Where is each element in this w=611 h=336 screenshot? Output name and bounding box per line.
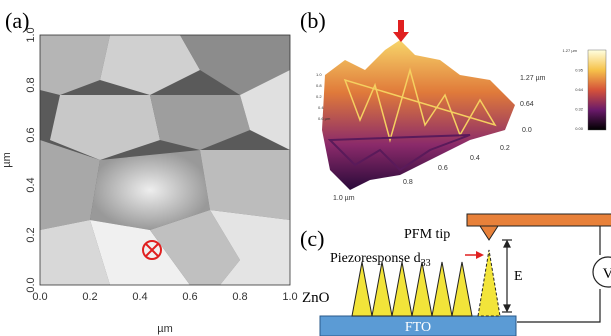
highlight-arrow	[393, 20, 409, 42]
y-tick-label: 0.2	[25, 227, 37, 242]
left-axis-label: 1.0	[316, 72, 322, 77]
x-tick-label: 0.6	[182, 291, 197, 303]
x-tick-label: 0.2	[82, 291, 97, 303]
surface-3d	[322, 40, 515, 190]
piezoresponse-text: Piezoresponse d	[330, 251, 421, 266]
y-tick-label: 0.6	[25, 127, 37, 142]
front-axis-label: 0.8	[403, 179, 413, 186]
x-tick-label: 0.8	[232, 291, 247, 303]
x-tick-label: 0.4	[132, 291, 147, 303]
panel-label: (c)	[300, 226, 324, 251]
y-tick-label: 0.4	[25, 177, 37, 192]
circuit	[517, 226, 611, 322]
tip-label: PFM tip	[404, 227, 450, 242]
field-arrow	[502, 240, 512, 312]
z-axis-label: 1.27 µm	[520, 75, 546, 82]
y-tick-label: 0.8	[25, 77, 37, 92]
colorbar	[588, 50, 606, 130]
z-axis-label: 0.0	[522, 127, 532, 134]
y-axis-label: µm	[1, 152, 13, 168]
x-tick-label: 1.0	[282, 291, 297, 303]
piezoresponse-label: Piezoresponse d33	[330, 251, 431, 269]
substrate-label: FTO	[405, 320, 431, 335]
z-axis-label: 0.64	[520, 101, 534, 108]
front-axis-label: 0.4	[470, 155, 480, 162]
left-axis-label: 0.6 µm	[318, 116, 331, 121]
y-tick-label: 1.0	[25, 27, 37, 42]
pfm-tip	[480, 226, 498, 240]
afm-image	[40, 35, 290, 285]
cantilever	[467, 214, 611, 226]
left-axis-label: 0.4	[318, 105, 324, 110]
zno-label: ZnO	[302, 290, 330, 306]
voltage-label: V	[603, 266, 611, 282]
front-axis-label: 0.6	[438, 165, 448, 172]
colorbar-label: 1.27 µm	[562, 48, 577, 53]
field-label: E	[514, 269, 523, 284]
piezoresponse-subscript: 33	[421, 258, 431, 269]
colorbar-label: 0.32	[575, 107, 584, 112]
x-axis-label: µm	[157, 323, 173, 335]
y-tick-label: 0.0	[25, 277, 37, 292]
colorbar-label: 0.00	[575, 126, 584, 131]
left-axis-label: 0.8	[316, 83, 322, 88]
panel-label: (b)	[300, 8, 326, 33]
figure: (a) 0.00.20.40.60.81.00.00.20.40.60.81.0…	[0, 0, 611, 336]
left-axis-label: 0.2	[316, 94, 322, 99]
piezoresponse-arrow	[465, 251, 484, 259]
colorbar-label: 0.64	[575, 87, 584, 92]
front-axis-label: 1.0 µm	[333, 195, 355, 202]
front-axis-label: 0.2	[500, 145, 510, 152]
colorbar-label: 0.95	[575, 68, 584, 73]
